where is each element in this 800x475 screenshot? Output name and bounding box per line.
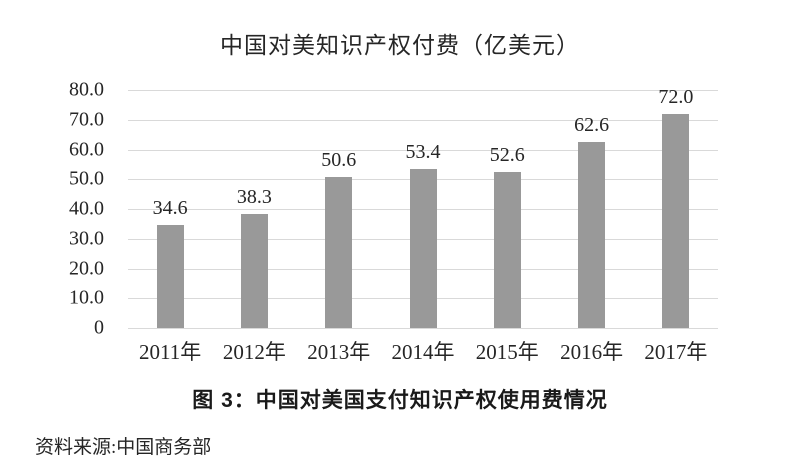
bar [240,214,268,328]
bar [493,171,521,328]
x-tick-label: 2016年 [560,340,624,364]
bar-value-label: 62.6 [574,113,610,136]
y-tick-label: 40.0 [69,197,104,220]
gridline [128,328,718,329]
x-tick-label: 2014年 [391,340,455,364]
gridline [128,149,718,151]
bar [662,113,690,328]
y-axis-labels: 0 10.0 20.0 30.0 40.0 50.0 60.0 70.0 80.0 [30,79,104,339]
bar-value-label: 38.3 [236,186,272,209]
x-tick-label: 2015年 [475,340,539,364]
data-source: 资料来源:中国商务部 [35,437,212,458]
gridline [128,90,718,91]
x-tick-label: 2011年 [139,340,202,364]
y-tick-label: 50.0 [69,167,104,190]
bar-value-label: 50.6 [321,149,357,172]
y-tick-label: 10.0 [69,286,104,309]
x-tick-label: 2017年 [644,340,708,364]
y-tick-label: 20.0 [69,257,104,279]
chart-title: 中国对美知识产权付费（亿美元） [220,33,580,58]
bar-value-label: 72.0 [658,85,694,108]
bar-chart-plot-area: 34.6 38.3 50.6 53.4 52.6 62.6 72.0 [128,86,718,329]
y-tick-label: 80.0 [69,78,104,101]
bar [325,177,353,328]
bar [409,169,437,328]
figure-caption: 图 3：中国对美国支付知识产权使用费情况 [192,389,608,412]
bar [156,225,184,328]
bar-value-label: 53.4 [405,141,441,164]
x-tick-label: 2012年 [222,340,286,364]
bar-value-label: 52.6 [489,143,525,166]
bar-value-label: 34.6 [152,197,188,220]
y-tick-label: 60.0 [69,138,104,160]
bar [578,141,606,328]
x-axis-labels: 2011年 2012年 2013年 2014年 2015年 2016年 2017年 [128,336,718,364]
x-tick-label: 2013年 [307,340,371,364]
gridline [128,119,718,121]
y-tick-label: 0 [94,316,104,339]
y-tick-label: 70.0 [69,108,104,131]
y-tick-label: 30.0 [69,227,104,250]
